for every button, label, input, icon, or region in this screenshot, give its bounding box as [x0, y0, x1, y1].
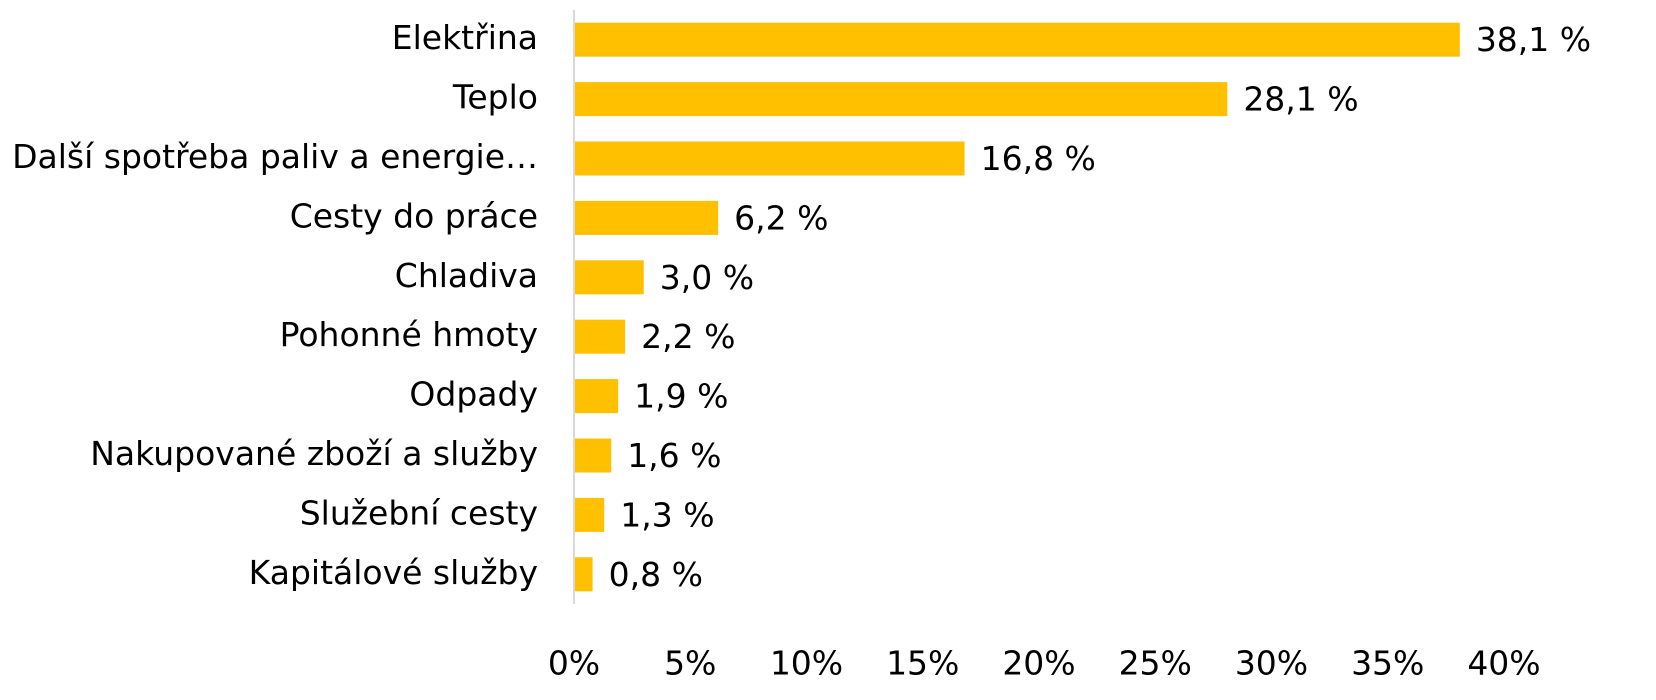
bar	[574, 260, 644, 295]
y-tick-label: Teplo	[452, 78, 538, 117]
data-label: 16,8 %	[981, 139, 1096, 178]
y-tick-label: Další spotřeba paliv a energie…	[12, 137, 538, 176]
bar	[574, 379, 619, 414]
data-label: 2,2 %	[641, 317, 735, 356]
data-label: 28,1 %	[1243, 80, 1358, 119]
bar	[574, 141, 965, 176]
x-tick-label: 5%	[664, 644, 716, 683]
y-tick-label: Pohonné hmoty	[280, 315, 538, 354]
x-tick-label: 10%	[770, 644, 843, 683]
x-tick-label: 20%	[1002, 644, 1075, 683]
data-label: 3,0 %	[660, 258, 754, 297]
x-tick-label: 15%	[886, 644, 959, 683]
bar	[574, 497, 605, 532]
x-tick-label: 0%	[548, 644, 600, 683]
y-tick-label: Nakupované zboží a služby	[90, 434, 538, 473]
data-label: 1,6 %	[627, 436, 721, 475]
y-tick-label: Odpady	[409, 375, 538, 414]
x-tick-label: 30%	[1235, 644, 1308, 683]
bar	[574, 557, 593, 592]
bar	[574, 22, 1460, 57]
y-tick-label: Cesty do práce	[290, 196, 538, 235]
x-tick-label: 40%	[1467, 644, 1540, 683]
bar	[574, 319, 626, 354]
y-tick-label: Služební cesty	[300, 493, 538, 532]
y-tick-label: Chladiva	[395, 256, 538, 295]
data-label: 38,1 %	[1476, 20, 1591, 59]
x-tick-label: 25%	[1119, 644, 1192, 683]
y-tick-label: Elektřina	[392, 18, 538, 57]
bar	[574, 200, 719, 235]
data-label: 1,9 %	[634, 377, 728, 416]
bar	[574, 438, 612, 473]
x-tick-label: 35%	[1351, 644, 1424, 683]
data-label: 6,2 %	[734, 198, 828, 237]
bar	[574, 82, 1228, 117]
data-label: 1,3 %	[620, 495, 714, 534]
data-label: 0,8 %	[609, 555, 703, 594]
y-tick-label: Kapitálové služby	[249, 553, 538, 592]
